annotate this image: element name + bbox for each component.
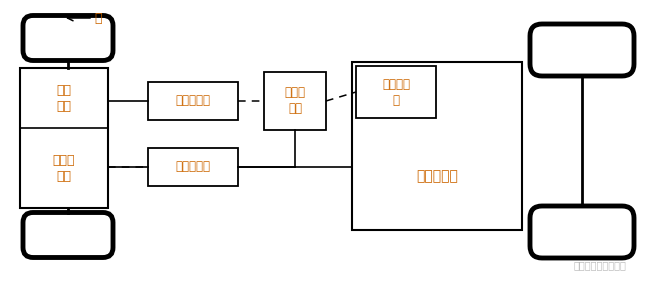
- Text: 动力电池组: 动力电池组: [416, 169, 458, 183]
- Bar: [352, 62, 522, 230]
- Text: 整车控
制器: 整车控 制器: [284, 87, 305, 116]
- Text: 驱动
电机: 驱动 电机: [56, 83, 71, 113]
- Bar: [356, 66, 436, 118]
- FancyBboxPatch shape: [23, 16, 113, 61]
- Text: 单级减
速器: 单级减 速器: [53, 154, 75, 183]
- FancyBboxPatch shape: [530, 24, 634, 76]
- Text: 电机控制器: 电机控制器: [176, 160, 210, 173]
- Text: 电池控制
器: 电池控制 器: [382, 78, 410, 107]
- Text: 传感器信号: 传感器信号: [176, 94, 210, 107]
- Bar: [148, 82, 238, 120]
- Bar: [148, 148, 238, 186]
- Text: 新能源汽车技术中心: 新能源汽车技术中心: [574, 260, 626, 270]
- Bar: [264, 72, 326, 130]
- Text: 前: 前: [94, 12, 102, 25]
- Bar: [20, 68, 108, 208]
- FancyBboxPatch shape: [530, 206, 634, 258]
- FancyBboxPatch shape: [23, 213, 113, 257]
